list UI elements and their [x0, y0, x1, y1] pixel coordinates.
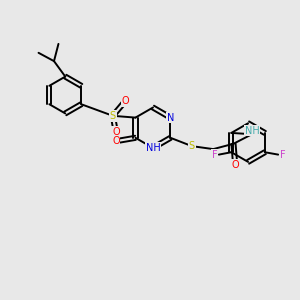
- Text: S: S: [110, 111, 116, 121]
- Text: O: O: [112, 136, 120, 146]
- Text: O: O: [122, 96, 129, 106]
- Text: F: F: [212, 150, 218, 160]
- Text: NH: NH: [146, 143, 160, 153]
- Text: O: O: [112, 127, 120, 137]
- Text: NH: NH: [244, 126, 259, 136]
- Text: S: S: [189, 141, 195, 151]
- Text: O: O: [231, 160, 239, 170]
- Text: F: F: [280, 150, 285, 160]
- Text: N: N: [167, 112, 174, 123]
